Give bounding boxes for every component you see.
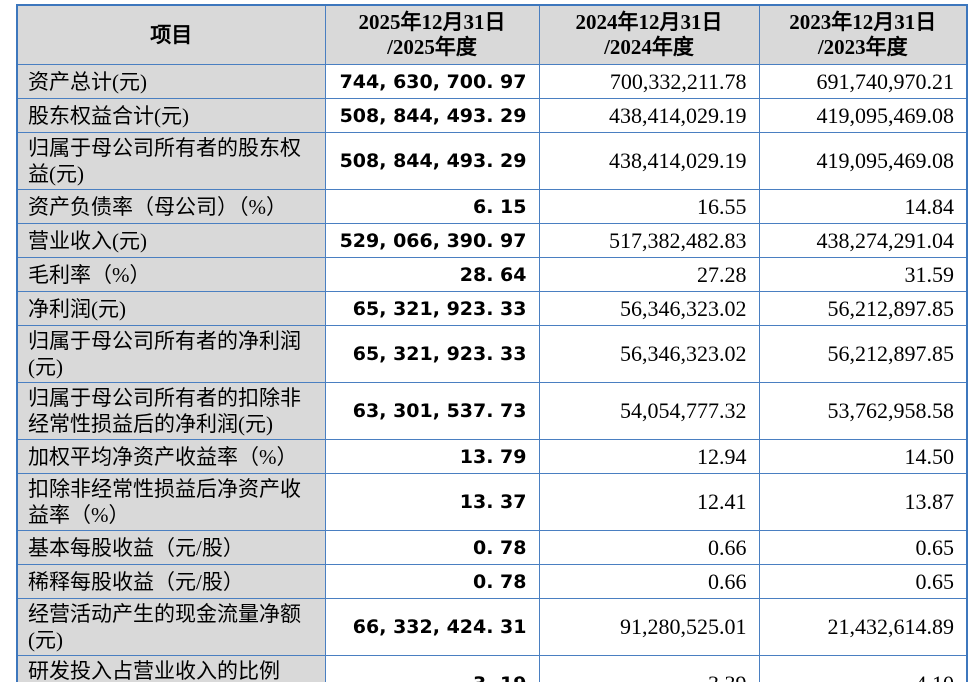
value-2023: 14.84 xyxy=(758,189,968,224)
row-label: 加权平均净资产收益率（%） xyxy=(16,439,326,474)
row-label: 归属于母公司所有者的股东权益(元) xyxy=(16,132,326,190)
value-2024: 0.66 xyxy=(538,564,760,599)
value-2024: 12.41 xyxy=(538,473,760,531)
table-row: 股东权益合计(元) 508, 844, 493. 29 438,414,029.19… xyxy=(16,98,968,133)
table-row: 基本每股收益（元/股） 0. 78 0.66 0.65 xyxy=(16,530,968,565)
header-row: 项目 2025年12月31日 /2025年度 2024年12月31日 /2024… xyxy=(16,4,968,65)
value-2025: 6. 15 xyxy=(324,189,540,224)
row-label: 经营活动产生的现金流量净额(元) xyxy=(16,598,326,656)
header-2023-line1: 2023年12月31日 xyxy=(789,10,937,34)
table-row: 资产负债率（母公司）（%） 6. 15 16.55 14.84 xyxy=(16,189,968,224)
value-2023: 691,740,970.21 xyxy=(758,64,968,99)
value-2024: 438,414,029.19 xyxy=(538,132,760,190)
row-label: 归属于母公司所有者的净利润(元) xyxy=(16,325,326,383)
value-2024: 91,280,525.01 xyxy=(538,598,760,656)
value-2023: 56,212,897.85 xyxy=(758,291,968,326)
value-2024: 517,382,482.83 xyxy=(538,223,760,258)
table-row: 加权平均净资产收益率（%） 13. 79 12.94 14.50 xyxy=(16,439,968,474)
table-row: 经营活动产生的现金流量净额(元) 66, 332, 424. 31 91,280,5… xyxy=(16,598,968,656)
table-row: 资产总计(元) 744, 630, 700. 97 700,332,211.78 69… xyxy=(16,64,968,99)
value-2023: 0.65 xyxy=(758,530,968,565)
row-label: 营业收入(元) xyxy=(16,223,326,258)
value-2023: 0.65 xyxy=(758,564,968,599)
table-row: 净利润(元) 65, 321, 923. 33 56,346,323.02 56,21… xyxy=(16,291,968,326)
header-2023-line2: /2023年度 xyxy=(817,35,908,59)
table-row: 归属于母公司所有者的股东权益(元) 508, 844, 493. 29 438,41… xyxy=(16,132,968,190)
value-2025: 13. 79 xyxy=(324,439,540,474)
value-2023: 419,095,469.08 xyxy=(758,132,968,190)
table-row: 归属于母公司所有者的净利润(元) 65, 321, 923. 33 56,346,3… xyxy=(16,325,968,383)
value-2025: 0. 78 xyxy=(324,564,540,599)
value-2023: 14.50 xyxy=(758,439,968,474)
value-2023: 56,212,897.85 xyxy=(758,325,968,383)
header-cell-item: 项目 xyxy=(16,4,326,65)
value-2023: 53,762,958.58 xyxy=(758,382,968,440)
value-2023: 31.59 xyxy=(758,257,968,292)
table-body: 资产总计(元) 744, 630, 700. 97 700,332,211.78 69… xyxy=(16,64,968,682)
value-2024: 56,346,323.02 xyxy=(538,325,760,383)
value-2024: 27.28 xyxy=(538,257,760,292)
value-2023: 419,095,469.08 xyxy=(758,98,968,133)
value-2024: 56,346,323.02 xyxy=(538,291,760,326)
row-label: 股东权益合计(元) xyxy=(16,98,326,133)
value-2025: 13. 37 xyxy=(324,473,540,531)
value-2025: 0. 78 xyxy=(324,530,540,565)
value-2024: 438,414,029.19 xyxy=(538,98,760,133)
header-cell-2024: 2024年12月31日 /2024年度 xyxy=(538,4,760,65)
table-row: 营业收入(元) 529, 066, 390. 97 517,382,482.83 43… xyxy=(16,223,968,258)
table-row: 研发投入占营业收入的比例（%）3. 193.394.10 xyxy=(16,655,968,682)
row-label: 归属于母公司所有者的扣除非经常性损益后的净利润(元) xyxy=(16,382,326,440)
value-2024: 54,054,777.32 xyxy=(538,382,760,440)
value-2023: 4.10 xyxy=(758,655,968,682)
value-2023: 13.87 xyxy=(758,473,968,531)
table-row: 归属于母公司所有者的扣除非经常性损益后的净利润(元) 63, 301, 537. … xyxy=(16,382,968,440)
header-cell-2025: 2025年12月31日 /2025年度 xyxy=(324,4,540,65)
value-2024: 0.66 xyxy=(538,530,760,565)
header-2025-line2: /2025年度 xyxy=(387,35,477,59)
value-2025: 508, 844, 493. 29 xyxy=(324,132,540,190)
table-row: 扣除非经常性损益后净资产收益率（%） 13. 37 12.41 13.87 xyxy=(16,473,968,531)
row-label: 研发投入占营业收入的比例（%） xyxy=(16,655,326,682)
value-2024: 12.94 xyxy=(538,439,760,474)
value-2025: 65, 321, 923. 33 xyxy=(324,291,540,326)
row-label: 资产负债率（母公司）（%） xyxy=(16,189,326,224)
table-row: 毛利率（%） 28. 64 27.28 31.59 xyxy=(16,257,968,292)
value-2025: 3. 19 xyxy=(324,655,540,682)
value-2025: 28. 64 xyxy=(324,257,540,292)
value-2024: 3.39 xyxy=(538,655,760,682)
row-label: 毛利率（%） xyxy=(16,257,326,292)
row-label: 资产总计(元) xyxy=(16,64,326,99)
row-label: 扣除非经常性损益后净资产收益率（%） xyxy=(16,473,326,531)
header-cell-2023: 2023年12月31日 /2023年度 xyxy=(758,4,968,65)
value-2025: 529, 066, 390. 97 xyxy=(324,223,540,258)
row-label: 基本每股收益（元/股） xyxy=(16,530,326,565)
financial-summary-table: 项目 2025年12月31日 /2025年度 2024年12月31日 /2024… xyxy=(16,4,968,682)
value-2025: 66, 332, 424. 31 xyxy=(324,598,540,656)
value-2023: 438,274,291.04 xyxy=(758,223,968,258)
header-2024-line1: 2024年12月31日 xyxy=(575,10,723,34)
header-2024-line2: /2024年度 xyxy=(604,35,694,59)
value-2024: 700,332,211.78 xyxy=(538,64,760,99)
value-2025: 63, 301, 537. 73 xyxy=(324,382,540,440)
value-2024: 16.55 xyxy=(538,189,760,224)
header-2025-line1: 2025年12月31日 xyxy=(358,10,506,34)
row-label: 净利润(元) xyxy=(16,291,326,326)
value-2023: 21,432,614.89 xyxy=(758,598,968,656)
value-2025: 744, 630, 700. 97 xyxy=(324,64,540,99)
value-2025: 508, 844, 493. 29 xyxy=(324,98,540,133)
value-2025: 65, 321, 923. 33 xyxy=(324,325,540,383)
table-header: 项目 2025年12月31日 /2025年度 2024年12月31日 /2024… xyxy=(16,4,968,65)
table-row: 稀释每股收益（元/股） 0. 78 0.66 0.65 xyxy=(16,564,968,599)
row-label: 稀释每股收益（元/股） xyxy=(16,564,326,599)
